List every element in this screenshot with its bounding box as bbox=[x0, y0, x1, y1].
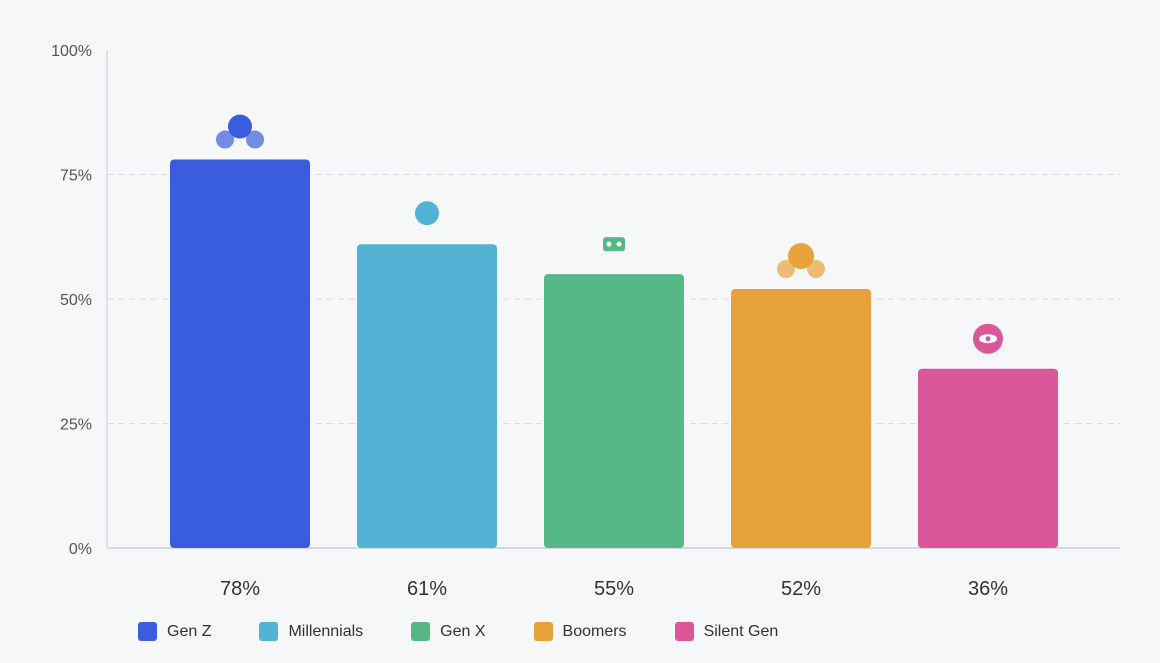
elderly-couple-icon bbox=[777, 243, 825, 279]
bar-value-label: 61% bbox=[407, 578, 447, 600]
bars-layer bbox=[170, 159, 1058, 548]
legend-item: Millennials bbox=[259, 622, 363, 641]
y-tick-label: 100% bbox=[51, 43, 92, 60]
legend-swatch bbox=[533, 622, 553, 641]
y-tick-label: 50% bbox=[60, 292, 92, 309]
legend-swatch bbox=[259, 622, 279, 641]
legend-swatch bbox=[674, 622, 694, 641]
legend-item: Silent Gen bbox=[674, 622, 779, 641]
legend-item: Gen Z bbox=[138, 622, 211, 641]
legend-item: Gen X bbox=[411, 622, 486, 641]
legend-label: Millennials bbox=[288, 622, 364, 640]
legend-label: Gen X bbox=[440, 622, 486, 640]
legend-swatch bbox=[411, 622, 431, 641]
x-axis-value-labels: 78% 61% 55% 52% 36% bbox=[220, 578, 1008, 600]
legend-swatch bbox=[138, 622, 157, 641]
legend-item: Boomers bbox=[533, 622, 627, 641]
legend: Gen Z Millennials Gen X Boomers Silent Gen bbox=[138, 622, 826, 641]
y-tick-label: 75% bbox=[60, 168, 92, 185]
people-group-icon bbox=[216, 114, 264, 149]
bar-value-label: 78% bbox=[220, 578, 260, 600]
bar bbox=[170, 159, 310, 548]
bar bbox=[357, 244, 497, 548]
bar-value-label: 52% bbox=[781, 578, 821, 600]
bar bbox=[544, 274, 684, 548]
cash-icon bbox=[603, 237, 625, 252]
legend-label: Gen Z bbox=[167, 622, 212, 640]
eye-icon bbox=[973, 323, 1003, 354]
y-tick-label: 25% bbox=[60, 417, 92, 434]
legend-label: Boomers bbox=[562, 622, 627, 640]
bar-value-label: 55% bbox=[594, 578, 634, 600]
y-tick-label: 0% bbox=[69, 541, 92, 558]
legend-label: Silent Gen bbox=[703, 622, 779, 640]
bar-value-label: 36% bbox=[968, 578, 1008, 600]
bar bbox=[731, 289, 871, 548]
person-icon bbox=[415, 201, 439, 226]
icons-layer bbox=[216, 114, 1003, 354]
bar bbox=[918, 368, 1058, 548]
